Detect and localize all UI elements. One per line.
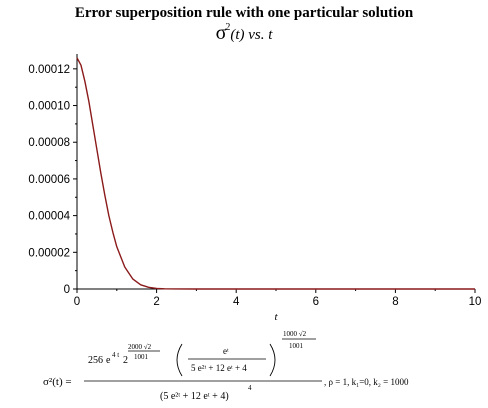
x-axis-label: t [274, 311, 278, 323]
left-paren [176, 343, 183, 377]
y-tick-label: 0.00002 [28, 247, 70, 259]
x-tick-label: 8 [392, 296, 398, 308]
sigma-power: 2 [225, 22, 231, 33]
formula-exp2-den: 1001 [134, 353, 149, 361]
formula-denominator: (5 e²ᵗ + 12 eᵗ + 4) [160, 391, 229, 402]
x-tick-label: 10 [469, 296, 482, 308]
formula-e: e [106, 355, 111, 366]
formula-outer-exp-num: 1000 √2 [283, 330, 307, 338]
formula-exp-e: 4 t [112, 351, 119, 359]
line-chart: 0 2 4 6 8 10 0 0.00002 0.00004 0.00006 0.00008 0.00… [28, 54, 481, 323]
x-tick-label: 2 [153, 296, 159, 308]
series-layer [76, 57, 475, 290]
y-tick-label: 0.00010 [28, 101, 70, 113]
formula-inner-num: eᵗ [223, 346, 229, 356]
chart-subtitle: σ2(t) vs. t [0, 22, 488, 45]
subtitle-vs-t: vs. t [248, 27, 273, 43]
y-tick-label: 0.00012 [28, 64, 70, 76]
x-tick-label: 0 [74, 296, 80, 308]
y-tick-label: 0.00006 [28, 174, 70, 186]
formula-inner-den: 5 e²ᵗ + 12 eᵗ + 4 [191, 363, 247, 373]
chart-title: Error superposition rule with one partic… [74, 5, 414, 21]
formula-lhs: σ²(t) = [43, 376, 72, 388]
sigma-symbol: σ [215, 22, 227, 44]
ticks: 0 2 4 6 8 10 0 0.00002 0.00004 0.00006 0.00008 0.00… [28, 64, 481, 308]
series-line [76, 57, 475, 290]
right-paren [269, 343, 276, 377]
formula-base2: 2 [123, 355, 128, 366]
formula-coef: 256 [88, 355, 103, 366]
y-tick-label: 0.00004 [28, 211, 70, 223]
formula-denominator-power: 4 [248, 384, 252, 392]
formula-block: σ²(t) = 256 e 4 t 2 2000 √2 1001 eᵗ 5 e²… [43, 330, 409, 402]
axes [76, 54, 475, 290]
sigma-argument: (t) [230, 27, 245, 43]
formula-params: , ρ = 1, k₁=0, k₂ = 1000 [324, 377, 409, 387]
formula-outer-exp-den: 1001 [289, 342, 304, 350]
x-tick-label: 6 [313, 296, 319, 308]
y-tick-label: 0.00008 [28, 137, 70, 149]
formula-exp2-num: 2000 √2 [128, 343, 152, 351]
y-tick-label: 0 [64, 284, 70, 296]
x-tick-label: 4 [233, 296, 240, 308]
